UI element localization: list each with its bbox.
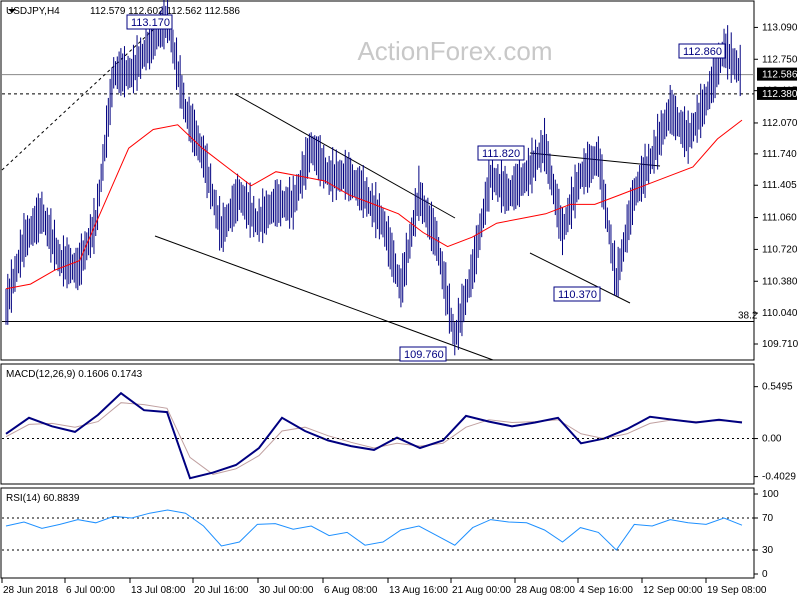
- macd-panel-frame: [0, 363, 755, 485]
- rsi-line: [5, 509, 743, 551]
- time-tick-label: 6 Aug 08:00: [324, 585, 378, 596]
- annotation-text: 111.820: [482, 148, 520, 160]
- macd-axis: 0.5495 0.00 -0.4029: [754, 382, 796, 483]
- annotation-text: 113.170: [131, 17, 170, 29]
- macd-plot: [5, 391, 743, 480]
- price-tick-label: 110.040: [762, 308, 798, 319]
- ma-line: [5, 119, 743, 290]
- price-tick-label: 109.710: [762, 339, 799, 350]
- time-tick-label: 19 Sep 08:00: [707, 585, 767, 596]
- symbol-label: USDJPY,H4: [6, 6, 60, 17]
- annotation-text: 109.760: [404, 349, 444, 361]
- price-tick-label: 111.405: [762, 180, 797, 191]
- channel-lower-line: [154, 235, 494, 361]
- time-tick-label: 13 Aug 16:00: [389, 585, 448, 596]
- annotation-box: [678, 43, 726, 59]
- support-price-text: 112.380: [762, 89, 798, 100]
- rsi-tick-label: 100: [762, 489, 779, 500]
- annotation-box: [477, 145, 525, 161]
- price-tick-label: 110.380: [762, 276, 798, 287]
- triangle-lower-line: [529, 252, 631, 304]
- ohlc-readout: 112.579 112.602 112.562 112.586: [90, 6, 240, 17]
- macd-tick-label: -0.4029: [762, 472, 796, 483]
- price-tick-label: 113.090: [762, 22, 798, 33]
- price-tick-label: 112.750: [762, 54, 798, 65]
- price-tick-label: 111.740: [762, 149, 797, 160]
- macd-tick-label: 0.5495: [762, 382, 793, 393]
- rsi-tick-label: 70: [762, 513, 774, 524]
- collapse-arrow-icon[interactable]: [8, 9, 16, 13]
- time-tick-label: 6 Jul 00:00: [66, 585, 115, 596]
- macd-signal-line: [5, 402, 743, 475]
- rsi-title: RSI(14) 60.8839: [6, 493, 80, 504]
- annotation-112860: 112.860: [678, 43, 726, 59]
- time-tick-label: 4 Sep 16:00: [579, 585, 633, 596]
- uptrend-dashed-line: [1, 27, 156, 171]
- price-tick-label: 110.720: [762, 244, 798, 255]
- rsi-tick-label: 30: [762, 545, 774, 556]
- macd-title: MACD(12,26,9) 0.1606 0.1743: [6, 369, 143, 380]
- price-tick-label: 111.060: [762, 213, 797, 224]
- annotation-box: [126, 14, 173, 30]
- time-tick-label: 13 Jul 08:00: [131, 585, 186, 596]
- time-tick-label: 20 Jul 16:00: [194, 585, 249, 596]
- macd-line: [5, 391, 743, 480]
- time-tick-label: 28 Jun 2018: [3, 585, 58, 596]
- annotation-113170: 113.170: [126, 14, 173, 30]
- time-tick-label: 28 Aug 08:00: [516, 585, 575, 596]
- macd-tick-label: 0.00: [762, 434, 782, 445]
- annotation-box: [553, 286, 601, 302]
- watermark: ActionForex.com: [357, 36, 552, 66]
- price-panel-frame: [0, 0, 755, 361]
- annotation-text: 110.370: [558, 289, 597, 301]
- rsi-axis: 100 70 30 0: [754, 489, 779, 580]
- current-price-marker: [757, 67, 797, 81]
- time-tick-label: 30 Jul 00:00: [259, 585, 314, 596]
- annotation-text: 112.860: [683, 46, 722, 58]
- annotation-box: [399, 346, 447, 362]
- price-tick-label: 112.070: [762, 118, 798, 129]
- current-price-text: 112.586: [762, 70, 798, 81]
- fib-label: 38.2: [738, 311, 758, 322]
- time-tick-label: 12 Sep 00:00: [643, 585, 703, 596]
- rsi-plot: [2, 509, 754, 551]
- time-axis: 28 Jun 2018 6 Jul 00:00 13 Jul 08:00 20 Jul…: [1, 578, 767, 596]
- rsi-panel-frame: [0, 487, 755, 579]
- time-tick-label: 21 Aug 00:00: [452, 585, 511, 596]
- annotation-111820: 111.820: [477, 145, 525, 161]
- annotation-109760: 109.760: [399, 346, 447, 362]
- support-price-marker: [757, 86, 797, 100]
- annotation-110370: 110.370: [553, 286, 601, 302]
- rsi-tick-label: 0: [762, 569, 768, 580]
